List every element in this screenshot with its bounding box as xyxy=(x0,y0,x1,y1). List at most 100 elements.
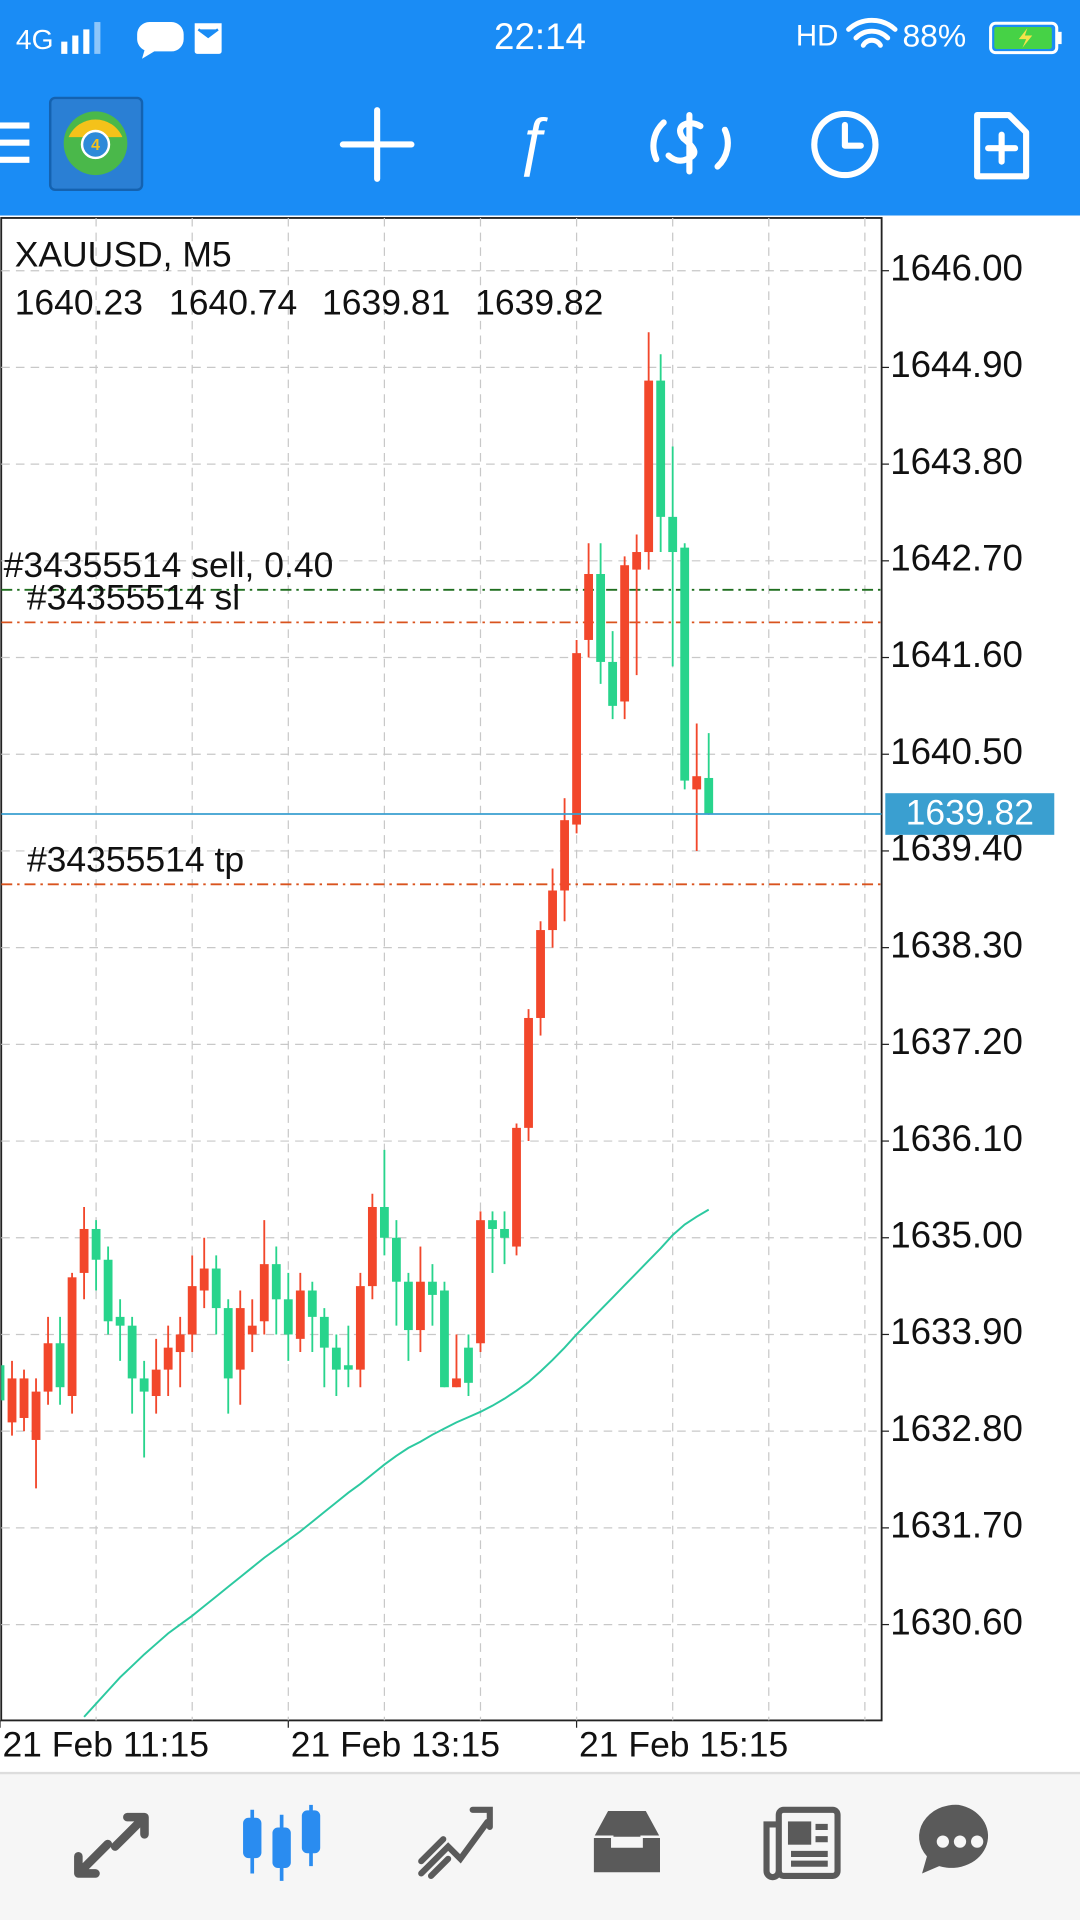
y-tick-label: 1646.00 xyxy=(890,247,1023,288)
candle-body xyxy=(187,1286,197,1335)
order-line-label: #34355514 sl xyxy=(27,578,240,618)
y-tick-label: 1630.60 xyxy=(890,1601,1023,1642)
candle-body xyxy=(404,1281,413,1331)
y-tick-label: 1633.90 xyxy=(890,1311,1023,1352)
hd-label: HD xyxy=(796,20,838,53)
candle-body xyxy=(343,1365,353,1370)
chat-icon xyxy=(137,22,184,59)
candle-body xyxy=(428,1281,437,1295)
candle-body xyxy=(692,776,702,790)
candle-body xyxy=(680,547,690,781)
logo-mark: 4 xyxy=(91,137,100,154)
candle-body xyxy=(704,777,714,815)
trade-button[interactable] xyxy=(650,112,731,175)
candle-body xyxy=(644,380,654,553)
indicators-button[interactable]: ƒ xyxy=(515,106,550,178)
candle-body xyxy=(7,1378,17,1423)
candle-body xyxy=(79,1228,89,1273)
network-label: 4G xyxy=(16,24,54,55)
app-logo[interactable]: 4 xyxy=(48,96,144,192)
candle-body xyxy=(1,1365,5,1401)
candle-body xyxy=(175,1334,185,1353)
candle-body xyxy=(367,1206,377,1287)
y-tick-label: 1640.50 xyxy=(890,731,1023,772)
y-tick-label: 1641.60 xyxy=(890,634,1023,675)
candle-body xyxy=(115,1316,125,1326)
nav-history[interactable] xyxy=(591,1808,663,1875)
candle-body xyxy=(319,1316,329,1348)
candle-body xyxy=(331,1347,341,1370)
candle-body xyxy=(247,1325,257,1335)
history-button[interactable] xyxy=(811,110,879,179)
menu-button[interactable] xyxy=(0,122,30,163)
candle-body xyxy=(103,1259,113,1322)
ohlc-readout: 1640.23 1640.74 1639.81 1639.82 xyxy=(15,282,604,322)
order-line-label: #34355514 sell, 0.40 xyxy=(4,545,334,585)
candle-body xyxy=(524,1017,533,1128)
x-tick-label: 21 Feb 15:15 xyxy=(579,1725,788,1765)
candle-body xyxy=(307,1290,317,1317)
nav-news[interactable] xyxy=(763,1806,841,1881)
candle-body xyxy=(584,574,594,640)
candle-body xyxy=(67,1277,77,1397)
crosshair-button[interactable] xyxy=(339,107,415,182)
ohlc-open: 1640.23 xyxy=(15,282,143,322)
candle-body xyxy=(223,1308,233,1379)
candle-body xyxy=(271,1264,281,1300)
battery-label: 88% xyxy=(902,17,966,53)
y-tick-label: 1635.00 xyxy=(890,1214,1023,1255)
candle-body xyxy=(31,1391,41,1440)
bid-label: 1639.82 xyxy=(906,793,1034,833)
candle-body xyxy=(548,890,557,931)
ohlc-low: 1639.81 xyxy=(322,282,450,322)
candle-body xyxy=(464,1347,473,1383)
new-order-button[interactable] xyxy=(974,112,1030,180)
candle-body xyxy=(139,1378,149,1392)
candle-body xyxy=(283,1299,293,1335)
x-tick-label: 21 Feb 13:15 xyxy=(291,1725,500,1765)
candle-body xyxy=(19,1378,29,1418)
nav-chart[interactable] xyxy=(243,1804,321,1881)
chart-frame xyxy=(0,217,883,1722)
candle-body xyxy=(127,1325,137,1379)
moving-average xyxy=(83,1208,710,1718)
candle-body xyxy=(416,1281,425,1331)
bottom-nav xyxy=(0,1773,1080,1920)
signal-icon xyxy=(61,22,101,54)
candle-body xyxy=(476,1220,485,1344)
x-tick-label: 21 Feb 11:15 xyxy=(2,1725,209,1765)
candle-body xyxy=(452,1378,461,1388)
candle-body xyxy=(199,1268,209,1291)
candle-body xyxy=(391,1237,401,1282)
candle-body xyxy=(151,1369,161,1397)
y-tick-label: 1638.30 xyxy=(890,924,1023,965)
nav-trade[interactable] xyxy=(418,1806,493,1879)
chart-overlay: XAUUSD, M5 1640.23 1640.74 1639.81 1639.… xyxy=(0,235,1055,1765)
candle-body xyxy=(43,1343,53,1392)
candle-body xyxy=(91,1228,101,1260)
candle-body xyxy=(608,661,618,706)
candle-body xyxy=(235,1308,245,1370)
y-tick-label: 1637.20 xyxy=(890,1021,1023,1062)
bid-label-box xyxy=(885,793,1055,835)
ohlc-high: 1640.74 xyxy=(169,282,297,322)
candle-body xyxy=(211,1268,221,1309)
candle-body xyxy=(596,574,606,662)
plot-area xyxy=(1,332,882,1718)
battery-icon xyxy=(989,21,1062,55)
candle-body xyxy=(488,1220,497,1229)
y-tick-label: 1643.80 xyxy=(890,441,1023,482)
candle-body xyxy=(512,1127,521,1247)
wifi-icon xyxy=(846,17,898,48)
candle-body xyxy=(163,1347,173,1370)
candle-body xyxy=(440,1290,449,1388)
candle-body xyxy=(379,1206,389,1238)
nav-quotes[interactable] xyxy=(74,1812,149,1878)
y-tick-label: 1631.70 xyxy=(890,1505,1023,1546)
chart-title: XAUUSD, M5 xyxy=(15,235,232,275)
candle-body xyxy=(572,653,581,825)
candle-body xyxy=(295,1290,305,1339)
nav-chat[interactable] xyxy=(919,1804,989,1874)
